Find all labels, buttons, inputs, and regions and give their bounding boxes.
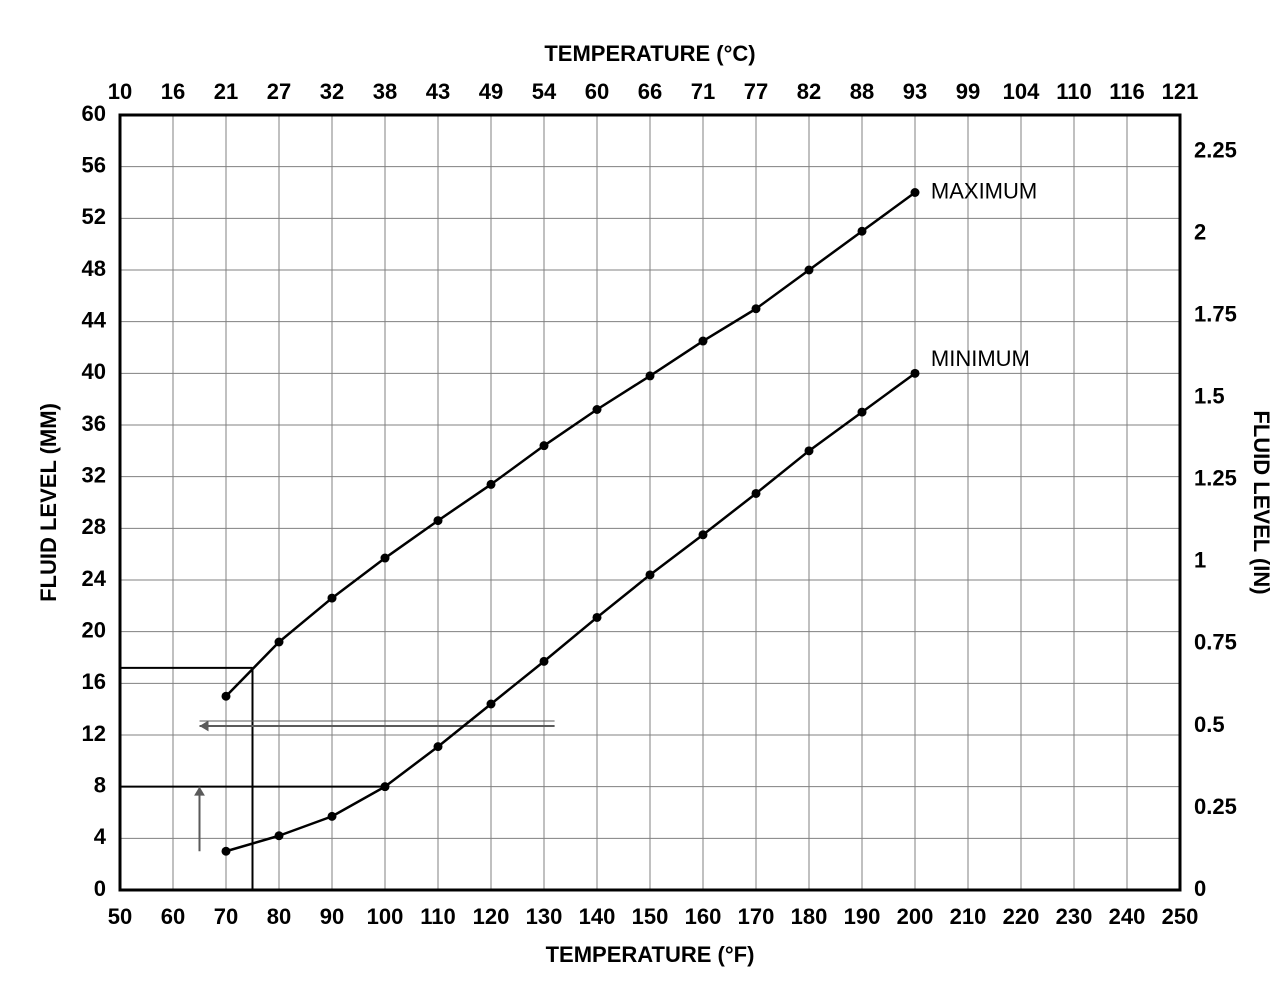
x-top-title: TEMPERATURE (°C) [544,41,755,66]
grid [120,115,1180,890]
y-left-tick: 48 [82,256,106,281]
x-top-tick: 16 [161,79,185,104]
x-top-tick: 93 [903,79,927,104]
x-top-tick: 71 [691,79,715,104]
y-left-tick: 16 [82,669,106,694]
x-bottom-tick: 220 [1003,904,1040,929]
x-top-tick: 60 [585,79,609,104]
y-left-tick: 52 [82,204,106,229]
x-bottom-tick: 140 [579,904,616,929]
x-top-tick: 43 [426,79,450,104]
y-right-tick: 1.5 [1194,384,1225,409]
y-right-tick: 2 [1194,220,1206,245]
x-bottom-tick: 50 [108,904,132,929]
x-bottom-tick: 240 [1109,904,1146,929]
y-left-tick: 12 [82,721,106,746]
x-bottom-tick: 100 [367,904,404,929]
x-bottom-tick: 80 [267,904,291,929]
y-left-tick: 36 [82,411,106,436]
chart-container: { "chart": { "type": "line", "width": 12… [0,0,1280,1005]
y-right-tick: 0.75 [1194,630,1237,655]
series-label-maximum: MAXIMUM [931,178,1037,203]
x-bottom-tick: 200 [897,904,934,929]
y-right-tick: 0.5 [1194,712,1225,737]
y-left-tick: 32 [82,462,106,487]
x-bottom-tick: 150 [632,904,669,929]
x-bottom-tick: 90 [320,904,344,929]
x-top-tick: 27 [267,79,291,104]
y-right-tick: 0.25 [1194,794,1237,819]
x-bottom-tick: 250 [1162,904,1199,929]
y-left-tick: 24 [82,566,107,591]
y-left-title: FLUID LEVEL (MM) [36,403,61,602]
y-left-tick: 20 [82,617,106,642]
x-bottom-title: TEMPERATURE (°F) [546,942,755,967]
y-left-tick: 28 [82,514,106,539]
x-top-tick: 38 [373,79,397,104]
y-left-tick: 4 [94,824,107,849]
x-top-tick: 99 [956,79,980,104]
x-top-tick: 116 [1109,79,1145,104]
x-top-tick: 77 [744,79,768,104]
x-top-tick: 121 [1162,79,1199,104]
x-bottom-tick: 120 [473,904,510,929]
x-top-tick: 54 [532,79,557,104]
y-right-tick: 0 [1194,876,1206,901]
y-left-tick: 0 [94,876,106,901]
x-bottom-tick: 160 [685,904,722,929]
y-left-tick: 44 [82,307,107,332]
x-top-tick: 32 [320,79,344,104]
x-top-tick: 110 [1056,79,1092,104]
y-right-tick: 1.25 [1194,466,1237,491]
x-top-tick: 88 [850,79,874,104]
y-left-tick: 56 [82,152,106,177]
x-bottom-tick: 60 [161,904,185,929]
x-top-tick: 10 [108,79,132,104]
y-left-tick: 40 [82,359,106,384]
y-right-tick: 1 [1194,548,1206,573]
x-bottom-tick: 210 [950,904,987,929]
series-label-minimum: MINIMUM [931,346,1030,371]
y-left-tick: 8 [94,772,106,797]
x-top-tick: 49 [479,79,503,104]
x-bottom-tick: 190 [844,904,881,929]
y-right-title: FLUID LEVEL (IN) [1249,410,1274,594]
x-bottom-tick: 130 [526,904,563,929]
x-bottom-tick: 170 [738,904,775,929]
x-top-tick: 104 [1003,79,1040,104]
x-top-tick: 82 [797,79,821,104]
y-right-tick: 2.25 [1194,138,1237,163]
x-bottom-tick: 180 [791,904,828,929]
y-left-tick: 60 [82,101,106,126]
x-bottom-tick: 230 [1056,904,1093,929]
x-bottom-tick: 70 [214,904,238,929]
fluid-level-chart: 5060708090100110120130140150160170180190… [0,0,1280,1005]
x-top-tick: 21 [214,79,238,104]
y-right-tick: 1.75 [1194,302,1237,327]
x-bottom-tick: 110 [420,904,456,929]
chart-background [0,0,1280,1005]
x-top-tick: 66 [638,79,662,104]
